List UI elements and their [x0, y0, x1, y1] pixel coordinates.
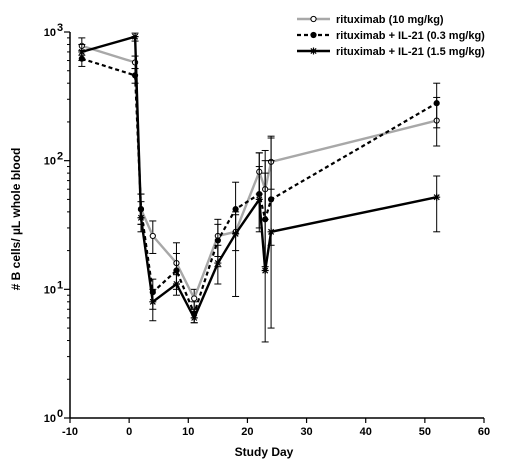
- marker-star: [267, 228, 275, 236]
- series-line: [81, 35, 437, 321]
- y-tick-label: 10: [44, 413, 56, 425]
- marker-star: [214, 259, 222, 267]
- marker-star: [232, 230, 240, 238]
- legend-item-3: rituximab + IL-21 (1.5 mg/kg): [297, 46, 485, 58]
- marker-filled-circle: [433, 100, 440, 107]
- marker-star: [172, 280, 180, 288]
- marker-filled-circle: [214, 237, 221, 244]
- x-tick-label: -10: [62, 426, 78, 438]
- legend-item-2: rituximab + IL-21 (0.3 mg/kg): [297, 30, 485, 42]
- series-3: [78, 32, 441, 343]
- y-tick-exponent: 3: [57, 22, 63, 34]
- marker-star: [310, 47, 317, 55]
- marker-open-circle: [310, 15, 317, 23]
- x-tick-label: 0: [126, 426, 132, 438]
- series-layer: [78, 32, 441, 343]
- marker-star: [137, 214, 145, 222]
- marker-filled-circle: [173, 267, 180, 274]
- marker-star: [131, 33, 139, 41]
- x-tick-label: 40: [360, 426, 372, 438]
- marker-filled-circle: [310, 31, 317, 39]
- legend-label: rituximab (10 mg/kg): [336, 14, 444, 26]
- x-tick-label: 50: [419, 426, 431, 438]
- y-tick-label: 10: [44, 156, 56, 168]
- marker-filled-circle: [232, 206, 239, 213]
- marker-open-circle: [191, 295, 198, 302]
- y-tick-exponent: 1: [57, 279, 63, 291]
- x-axis-title: Study Day: [235, 445, 294, 459]
- marker-star: [149, 298, 157, 306]
- marker-star: [255, 195, 263, 203]
- marker-open-circle: [149, 232, 156, 240]
- y-tick-label: 10: [44, 27, 56, 39]
- y-tick-label: 10: [44, 284, 56, 296]
- y-tick-exponent: 0: [57, 408, 63, 420]
- legend-label: rituximab + IL-21 (0.3 mg/kg): [336, 30, 485, 42]
- marker-star: [78, 48, 86, 56]
- x-tick-label: 20: [241, 426, 253, 438]
- y-tick-exponent: 2: [57, 151, 63, 163]
- legend-item-1: rituximab (10 mg/kg): [297, 14, 444, 26]
- marker-star: [261, 267, 269, 275]
- x-tick-label: 30: [300, 426, 312, 438]
- marker-star: [433, 193, 441, 201]
- y-axis-title: # B cells/ µL whole blood: [9, 148, 23, 291]
- legend: rituximab (10 mg/kg) rituximab + IL-21 (0…: [297, 14, 485, 58]
- x-tick-label: 60: [478, 426, 490, 438]
- marker-star: [190, 314, 198, 322]
- x-tick-label: 10: [182, 426, 194, 438]
- legend-label: rituximab + IL-21 (1.5 mg/kg): [336, 46, 485, 58]
